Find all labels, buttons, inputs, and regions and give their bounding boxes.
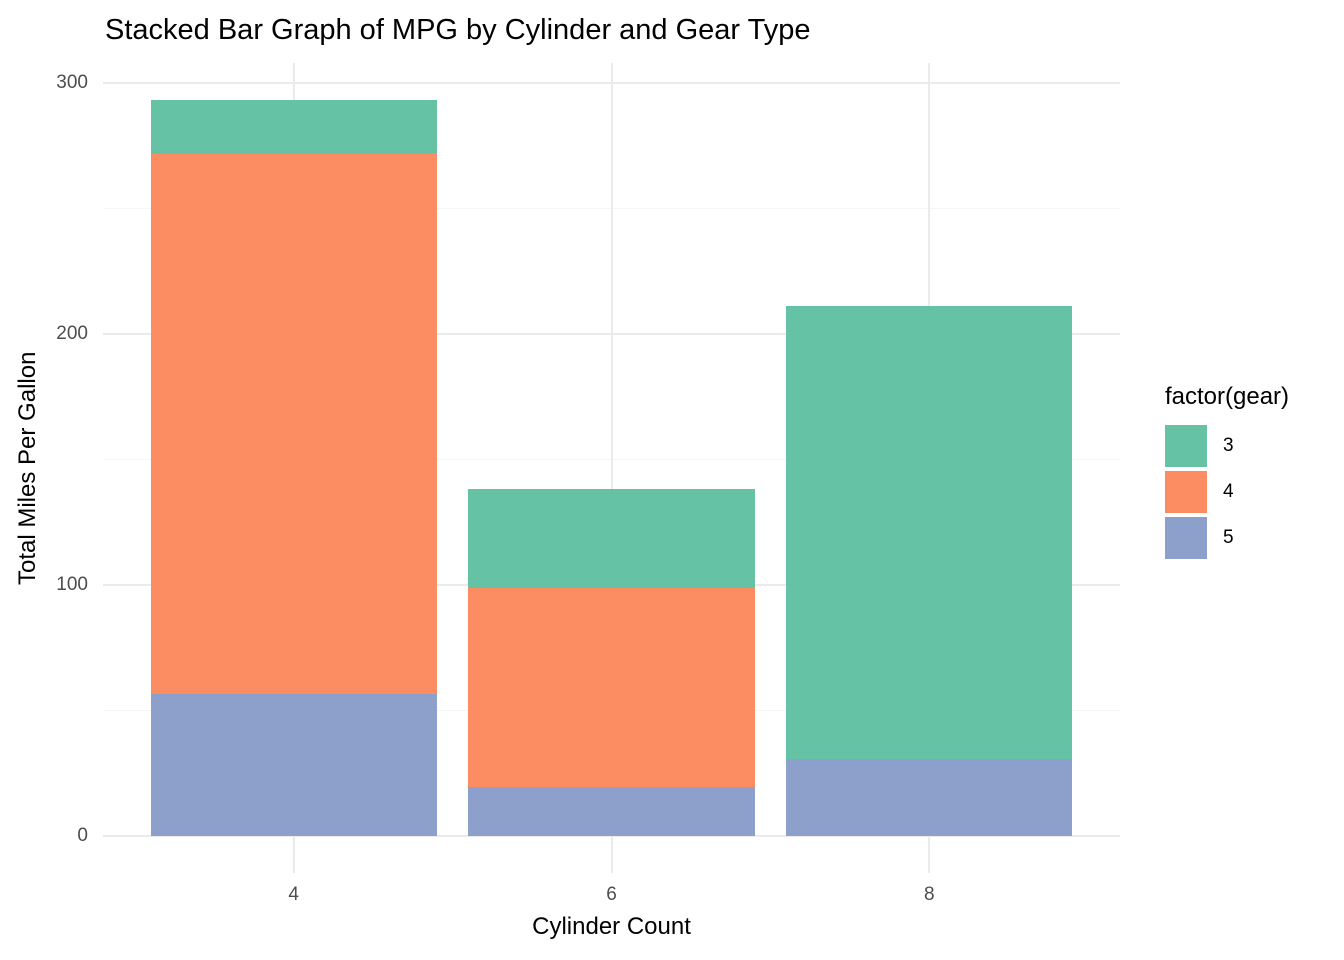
legend-label: 3	[1223, 435, 1234, 456]
legend-entries: 3 4 5	[1165, 425, 1289, 559]
bar-segment	[150, 694, 437, 836]
bar-segment	[468, 489, 755, 589]
legend-key-swatch	[1165, 471, 1207, 513]
y-tick-label: 0	[77, 825, 88, 846]
bar-segment	[786, 758, 1073, 836]
chart-title: Stacked Bar Graph of MPG by Cylinder and…	[105, 14, 811, 46]
legend-key-swatch	[1165, 517, 1207, 559]
gridline-major-x	[610, 63, 613, 873]
x-tick-label: 6	[606, 884, 617, 905]
bar-segment	[468, 588, 755, 787]
legend-title: factor(gear)	[1165, 383, 1290, 410]
legend-label: 4	[1223, 481, 1234, 502]
bar-segment	[150, 100, 437, 155]
x-tick-label: 4	[288, 884, 299, 905]
legend-entry: 4	[1165, 471, 1289, 513]
x-axis-title: Cylinder Count	[532, 913, 691, 940]
legend-key-swatch	[1165, 425, 1207, 467]
y-tick-label: 300	[56, 72, 88, 94]
legend-entry: 3	[1165, 425, 1289, 467]
legend: factor(gear) 3 4 5	[1165, 383, 1289, 563]
legend-entry: 5	[1165, 517, 1289, 559]
plot-panel	[103, 63, 1120, 873]
bar-segment	[786, 305, 1073, 759]
y-tick-label: 200	[56, 323, 88, 345]
legend-label: 5	[1223, 527, 1234, 548]
y-tick-label: 100	[56, 574, 88, 596]
bar-segment	[468, 786, 755, 836]
y-axis-title: Total Miles Per Gallon	[14, 351, 41, 585]
x-tick-label: 8	[924, 884, 935, 905]
bar-segment	[150, 154, 437, 695]
